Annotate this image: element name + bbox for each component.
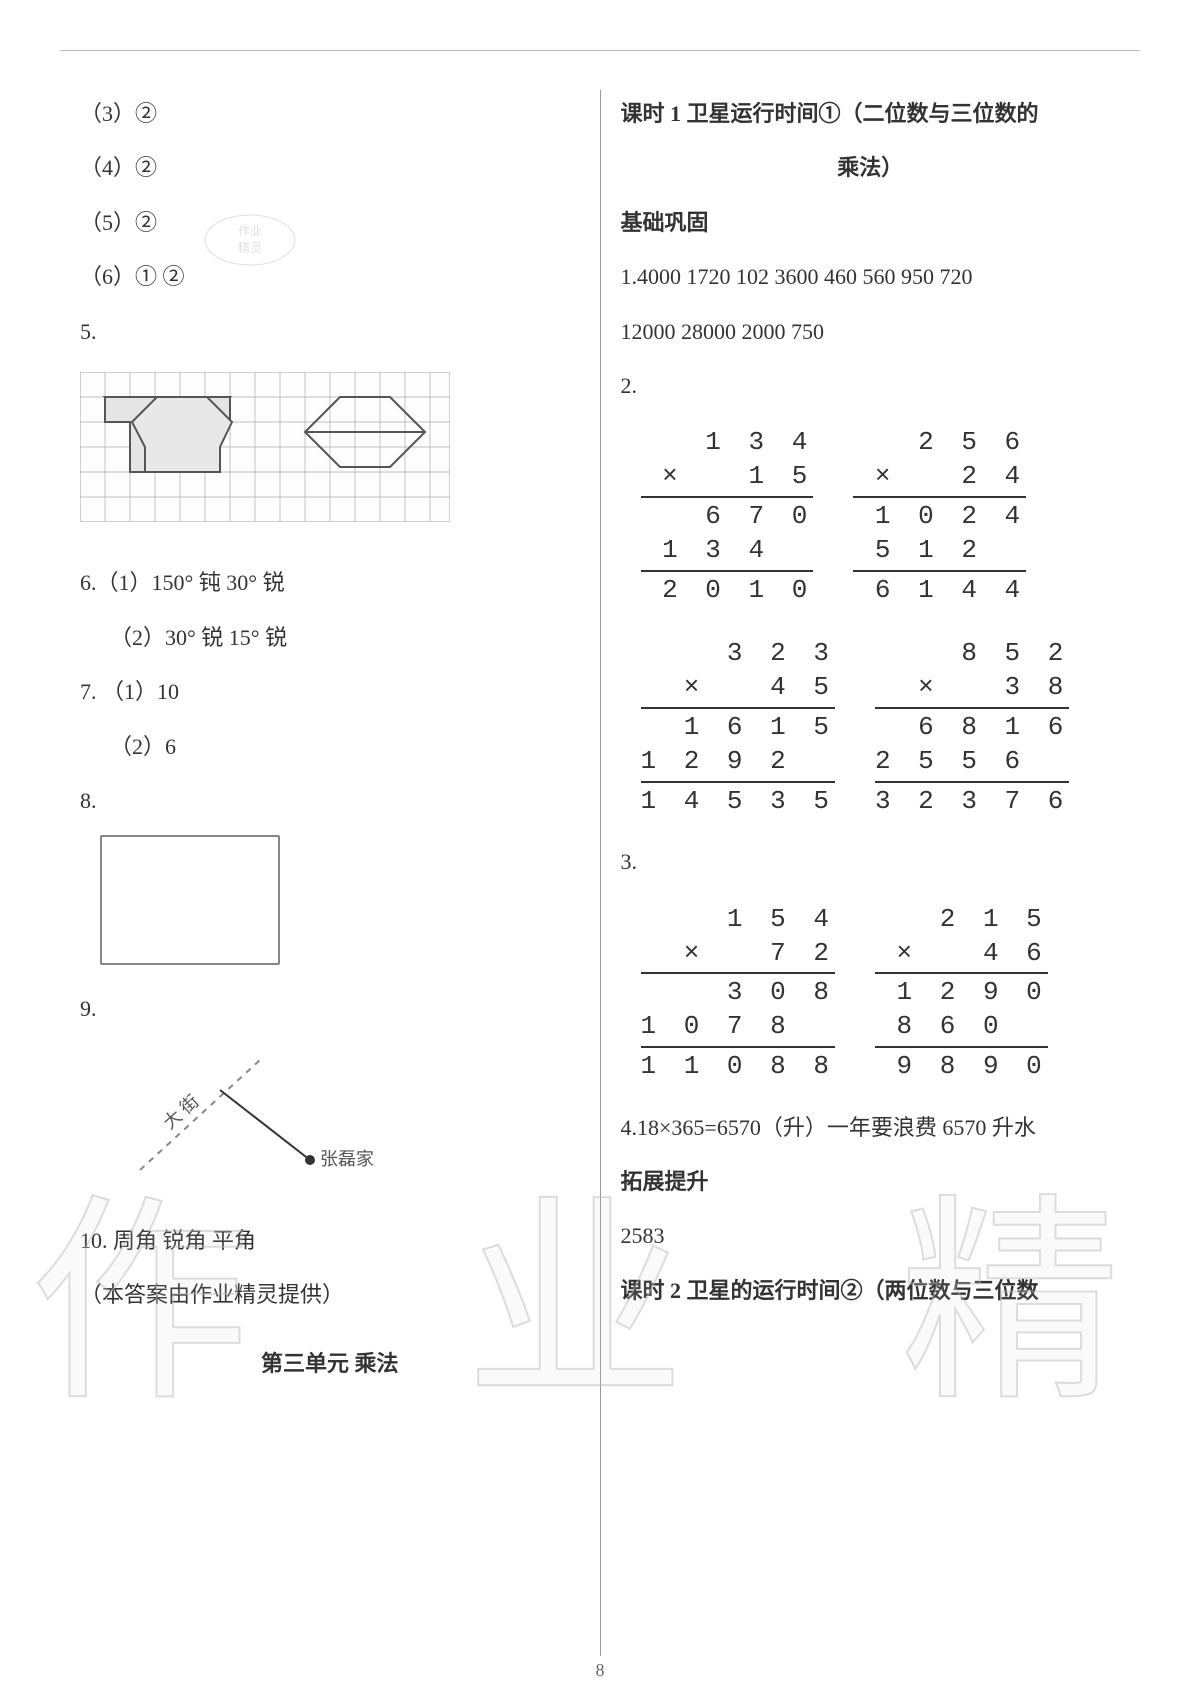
unit-title: 第三单元 乘法 — [80, 1340, 580, 1388]
stamp-icon: 作业 精灵 — [200, 210, 300, 270]
q2-label: 2. — [621, 362, 1121, 410]
q5-grid-figure — [80, 372, 450, 522]
page-container: （3）② （4）② （5）② （6）① ② 作业 精灵 5. 6.（1）150° — [0, 0, 1200, 1696]
mult-2: 2 5 6 × 2 4 1 0 2 4 5 1 2 6 1 4 4 — [853, 426, 1026, 607]
page-number: 8 — [596, 1660, 605, 1681]
mult-3: 3 2 3 × 4 5 1 6 1 5 1 2 9 2 1 4 5 3 5 — [641, 637, 835, 818]
top-rule — [60, 50, 1140, 51]
ext-answer: 2583 — [621, 1212, 1121, 1260]
q9-label: 9. — [80, 985, 580, 1033]
q6-1: 6.（1）150° 钝 30° 锐 — [80, 559, 580, 607]
street-label: 大 街 — [159, 1091, 202, 1133]
ans-3: （3）② — [80, 90, 580, 138]
section-ext: 拓展提升 — [621, 1158, 1121, 1206]
lesson1-title-a: 课时 1 卫星运行时间①（二位数与三位数的 — [621, 90, 1121, 138]
q8-rectangle — [100, 835, 280, 965]
credit-line: （本答案由作业精灵提供） — [80, 1271, 580, 1319]
q1-line2: 12000 28000 2000 750 — [621, 308, 1121, 356]
q10: 10. 周角 锐角 平角 — [80, 1217, 580, 1265]
q8-label: 8. — [80, 777, 580, 825]
mult-row-1: 1 3 4 × 1 5 6 7 0 1 3 4 2 0 1 0 2 5 6 × … — [621, 416, 1121, 627]
q5-label: 5. — [80, 308, 580, 356]
q7-2: （2）6 — [80, 723, 580, 771]
q1-line1: 1.4000 1720 102 3600 460 560 950 720 — [621, 253, 1121, 301]
q7-1: 7. （1）10 — [80, 668, 580, 716]
q6-2: （2）30° 锐 15° 锐 — [80, 614, 580, 662]
right-column: 课时 1 卫星运行时间①（二位数与三位数的 乘法） 基础巩固 1.4000 17… — [601, 90, 1141, 1656]
ans-4: （4）② — [80, 144, 580, 192]
svg-text:精灵: 精灵 — [238, 241, 262, 255]
home-label: 张磊家 — [320, 1149, 374, 1169]
q4-answer: 4.18×365=6570（升）一年要浪费 6570 升水 — [621, 1104, 1121, 1152]
left-column: （3）② （4）② （5）② （6）① ② 作业 精灵 5. 6.（1）150° — [60, 90, 601, 1656]
lesson2-title: 课时 2 卫星的运行时间②（两位数与三位数 — [621, 1267, 1121, 1315]
lesson1-title-b: 乘法） — [621, 144, 1121, 192]
mult-1: 1 3 4 × 1 5 6 7 0 1 3 4 2 0 1 0 — [641, 426, 814, 607]
q3-label: 3. — [621, 838, 1121, 886]
mult-5: 1 5 4 × 7 2 3 0 8 1 0 7 8 1 1 0 8 8 — [641, 903, 835, 1084]
ans-6: （6）① ② — [80, 253, 580, 301]
mult-4: 8 5 2 × 3 8 6 8 1 6 2 5 5 6 3 2 3 7 6 — [875, 637, 1069, 818]
mult-6: 2 1 5 × 4 6 1 2 9 0 8 6 0 9 8 9 0 — [875, 903, 1048, 1084]
svg-text:作业: 作业 — [238, 224, 262, 238]
mult-row-3: 1 5 4 × 7 2 3 0 8 1 0 7 8 1 1 0 8 8 2 1 … — [621, 893, 1121, 1104]
mult-row-2: 3 2 3 × 4 5 1 6 1 5 1 2 9 2 1 4 5 3 5 8 … — [621, 627, 1121, 838]
ans-5: （5）② — [80, 199, 580, 247]
section-basic: 基础巩固 — [621, 199, 1121, 247]
q9-figure: 大 街 张磊家 — [80, 1050, 380, 1190]
